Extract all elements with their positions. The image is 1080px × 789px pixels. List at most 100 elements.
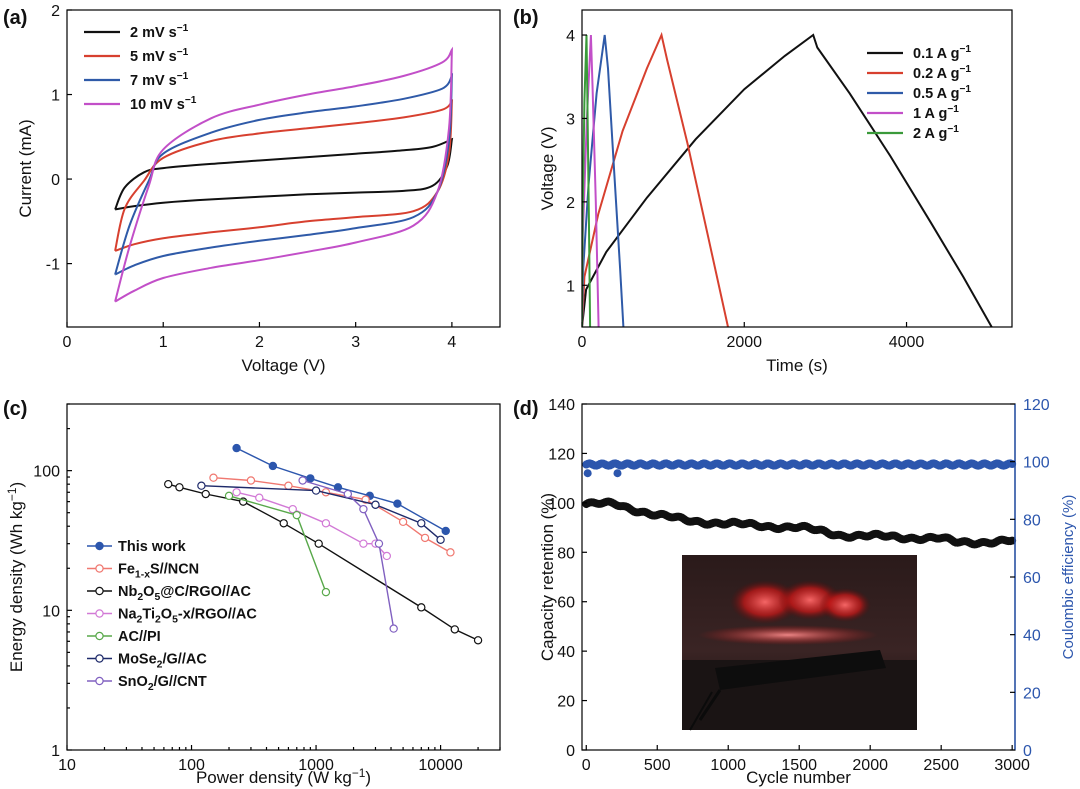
ragone-point xyxy=(343,489,353,499)
ragone-point xyxy=(306,474,315,483)
ragone-point xyxy=(209,473,218,482)
ragone-point xyxy=(279,519,288,528)
y-tick-label: 3 xyxy=(566,111,575,128)
legend-a-label: 2 mV s−1 xyxy=(130,23,189,41)
x-axis-title: Power density (W kg−1) xyxy=(196,766,371,787)
ce-point xyxy=(583,469,592,478)
legend-c-swatch-marker xyxy=(95,541,104,551)
ragone-point xyxy=(246,476,256,485)
legend-c-label: Fe1-xS//NCN xyxy=(118,562,199,581)
ragone-point xyxy=(232,488,241,497)
ragone-point xyxy=(436,535,445,544)
ragone-point xyxy=(314,539,323,548)
y-tick-label: 40 xyxy=(557,644,575,661)
x-tick-label: 1000 xyxy=(298,757,334,774)
y-tick-label: 10 xyxy=(42,603,60,620)
gcd-curve-blue xyxy=(582,34,625,327)
y2-tick-label: 0 xyxy=(1023,743,1032,760)
ce-point xyxy=(613,469,622,478)
x-tick-label: 4 xyxy=(447,334,456,351)
ragone-point xyxy=(224,491,234,501)
y-axis-title: Current (mA) xyxy=(16,119,35,217)
ragone-point xyxy=(359,539,368,548)
y-tick-label: 20 xyxy=(557,694,575,711)
x-axis-title: Cycle number xyxy=(746,768,851,787)
capacity-point xyxy=(1008,536,1017,545)
ragone-line-violet xyxy=(302,479,395,629)
ragone-point xyxy=(311,486,321,495)
legend-a-label: 10 mV s−1 xyxy=(130,95,197,113)
legend-c-swatch-marker xyxy=(95,631,104,641)
x-tick-label: 100 xyxy=(178,757,205,774)
y-tick-label: 140 xyxy=(548,397,575,414)
ragone-point xyxy=(321,587,331,597)
ragone-point xyxy=(255,493,264,502)
y2-tick-label: 100 xyxy=(1023,455,1050,472)
x-tick-label: 0 xyxy=(63,334,72,351)
cv-curve-black xyxy=(114,137,454,211)
x-tick-label: 4000 xyxy=(889,334,925,351)
ragone-line-ygreen xyxy=(228,495,327,593)
legend-c-label: Nb2O5@C/RGO//AC xyxy=(118,584,251,603)
panel-d-cycling-chart: 0 500 1000 1500 2000 2500 30000204060801001201… xyxy=(538,397,1077,787)
x-axis-title: Time (s) xyxy=(766,356,828,375)
y2-tick-label: 20 xyxy=(1023,685,1041,702)
ragone-point xyxy=(164,479,173,489)
ragone-point xyxy=(420,533,430,543)
ragone-point xyxy=(298,476,307,485)
y-tick-label: 0 xyxy=(566,743,575,760)
panel-d-label: (d) xyxy=(513,398,539,420)
y-tick-label: 2 xyxy=(51,3,60,20)
legend-c-swatch-marker xyxy=(95,676,104,686)
legend-a-label: 5 mV s−1 xyxy=(130,47,189,65)
y-tick-label: 1 xyxy=(51,743,60,760)
y-tick-label: 80 xyxy=(557,545,575,562)
y2-tick-label: 40 xyxy=(1023,628,1041,645)
ragone-point xyxy=(321,519,331,528)
x-tick-label: 0 xyxy=(582,757,591,774)
y2-tick-label: 80 xyxy=(1023,512,1041,529)
legend-b-label: 1 A g−1 xyxy=(913,104,959,122)
y-tick-label: 120 xyxy=(548,446,575,463)
ragone-point xyxy=(268,461,278,471)
x-tick-label: 10 xyxy=(58,757,76,774)
y-axis-title: Energy density (Wh kg−1) xyxy=(5,482,26,672)
x-tick-label: 1500 xyxy=(781,757,817,774)
y-tick-label: 0 xyxy=(51,172,60,189)
x-tick-label: 3 xyxy=(351,334,360,351)
ragone-point xyxy=(441,526,450,536)
x-tick-label: 2000 xyxy=(726,334,762,351)
y-tick-label: -1 xyxy=(46,257,60,274)
panel-c-frame xyxy=(66,403,501,751)
ragone-point xyxy=(446,548,455,557)
cv-curve-red xyxy=(114,98,454,252)
legend-c-label: SnO2/G//CNT xyxy=(118,674,207,693)
y-tick-label: 100 xyxy=(548,496,575,513)
legend-c-label: AC//PI xyxy=(118,629,161,645)
legend-c-swatch-marker xyxy=(95,586,104,596)
ragone-point xyxy=(374,539,384,548)
x-axis-title: Voltage (V) xyxy=(241,356,325,375)
x-tick-label: 3000 xyxy=(994,757,1030,774)
gcd-curve-red xyxy=(582,31,729,327)
panel-a-label: (a) xyxy=(3,7,27,29)
led-photo-inset xyxy=(682,555,917,731)
legend-c-label: Na2Ti2O5-x/RGO//AC xyxy=(118,607,257,626)
gcd-curve-black xyxy=(582,33,993,327)
legend-c-label: MoSe2/G//AC xyxy=(118,652,207,671)
legend-c-label: This work xyxy=(118,539,187,555)
x-tick-label: 2500 xyxy=(923,757,959,774)
panel-a-cv-chart: 0 1 2 3 4 -1 0 1 2 Voltage (V) Current (mA) 2 mV s−… xyxy=(16,3,501,375)
legend-b-label: 0.1 A g−1 xyxy=(913,44,971,62)
panel-b-frame xyxy=(581,9,1013,328)
y-axis-title: Voltage (V) xyxy=(538,126,557,210)
panel-b-label: (b) xyxy=(513,7,539,29)
ragone-point xyxy=(389,624,398,633)
y-axis-title: Capacity retention (%) xyxy=(538,493,557,661)
panel-b-gcd-chart: 0 2000 4000 1 2 3 4 Time (s) Voltage (V) 0.1 A g−… xyxy=(538,9,1013,375)
ragone-point xyxy=(292,510,301,520)
ragone-point xyxy=(201,489,210,499)
y-tick-label: 100 xyxy=(33,464,60,481)
legend-b-label: 0.2 A g−1 xyxy=(913,64,971,82)
